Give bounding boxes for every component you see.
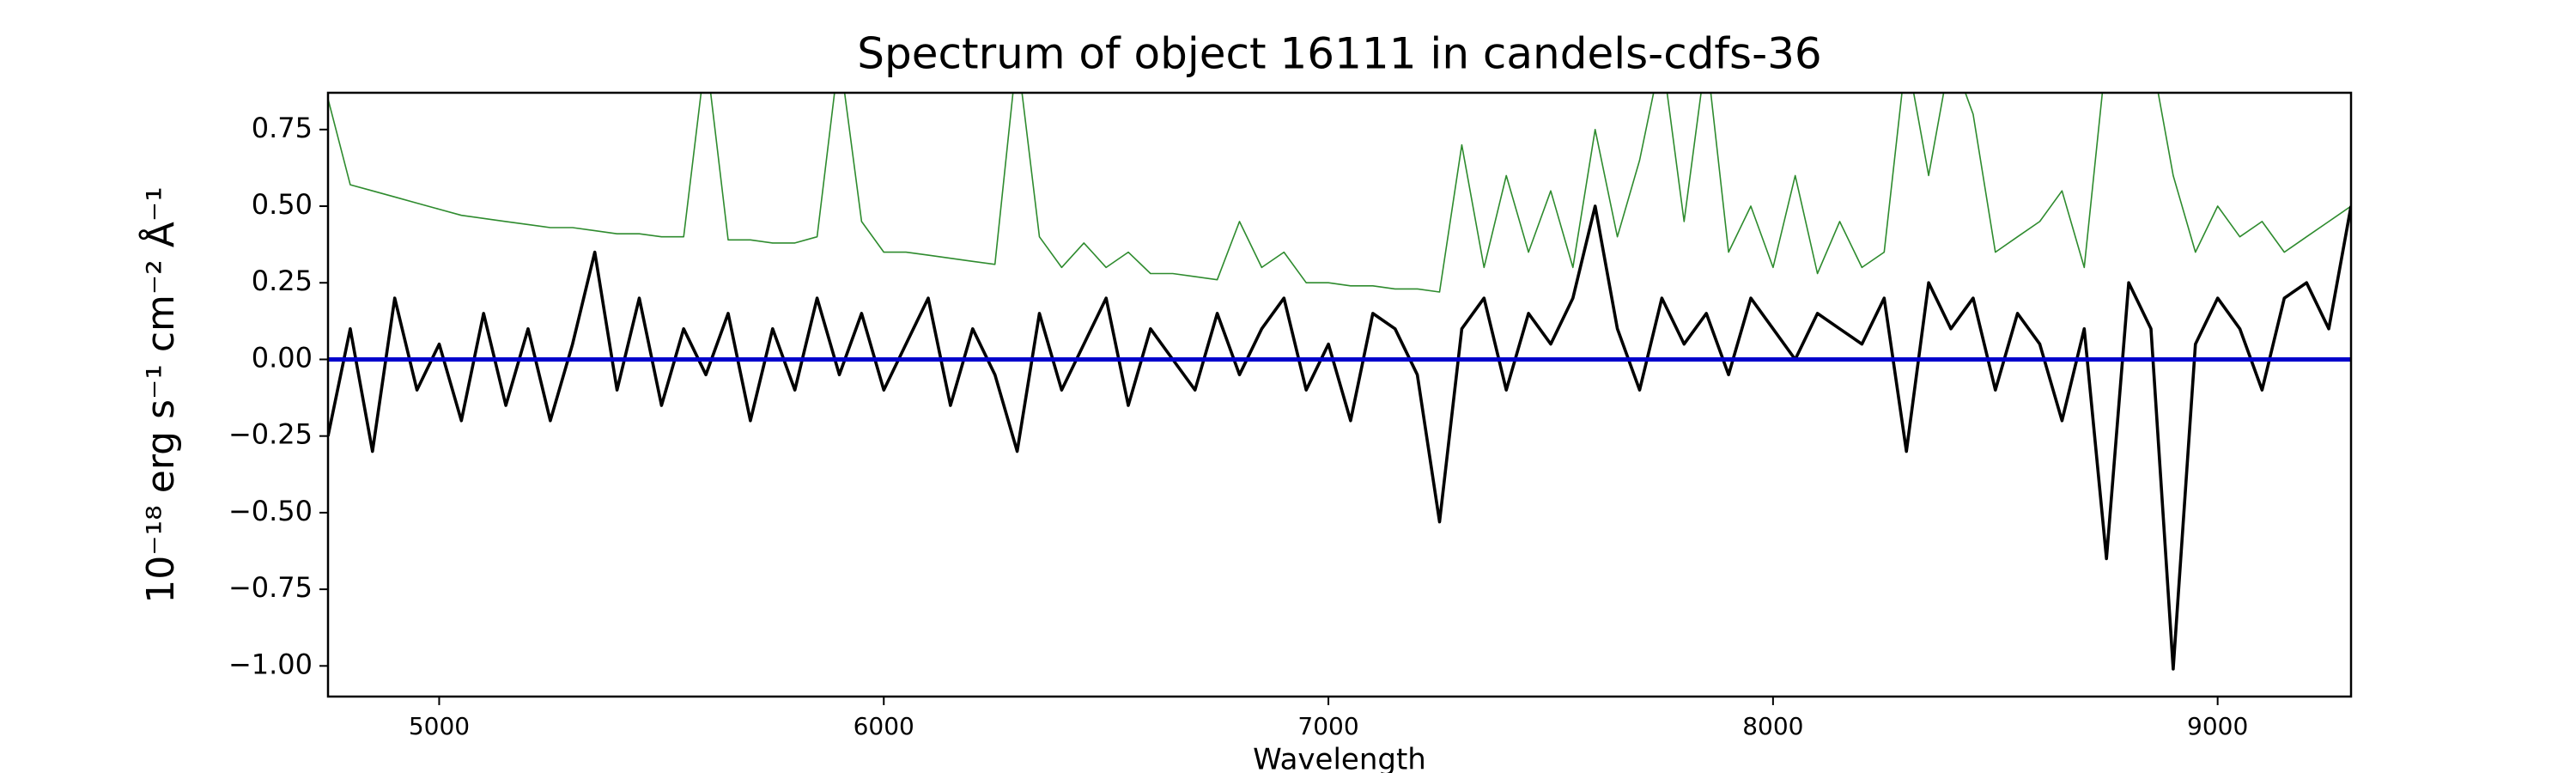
- y-axis-label: 10⁻¹⁸ erg s⁻¹ cm⁻² Å⁻¹: [137, 186, 183, 603]
- x-tick-label: 5000: [409, 712, 470, 740]
- x-tick-label: 7000: [1297, 712, 1358, 740]
- y-tick-label: −1.00: [228, 648, 313, 680]
- y-tick-label: 0.50: [252, 188, 313, 221]
- x-tick-label: 6000: [854, 712, 914, 740]
- x-tick-label: 8000: [1742, 712, 1803, 740]
- y-tick-label: 0.75: [252, 112, 313, 144]
- spectrum-line: [328, 93, 2351, 293]
- y-tick-label: −0.75: [228, 571, 313, 604]
- y-tick-label: 0.25: [252, 265, 313, 297]
- x-axis-label: Wavelength: [1253, 743, 1426, 773]
- plot-frame: [326, 91, 2353, 698]
- y-tick-label: −0.50: [228, 495, 313, 527]
- y-tick-label: −0.25: [228, 418, 313, 451]
- x-tick-label: 9000: [2187, 712, 2248, 740]
- plot-area: [328, 93, 2351, 671]
- y-tick-label: 0.00: [252, 341, 313, 374]
- chart-title: Spectrum of object 16111 in candels-cdfs…: [857, 29, 1822, 79]
- spectrum-line: [328, 204, 2351, 671]
